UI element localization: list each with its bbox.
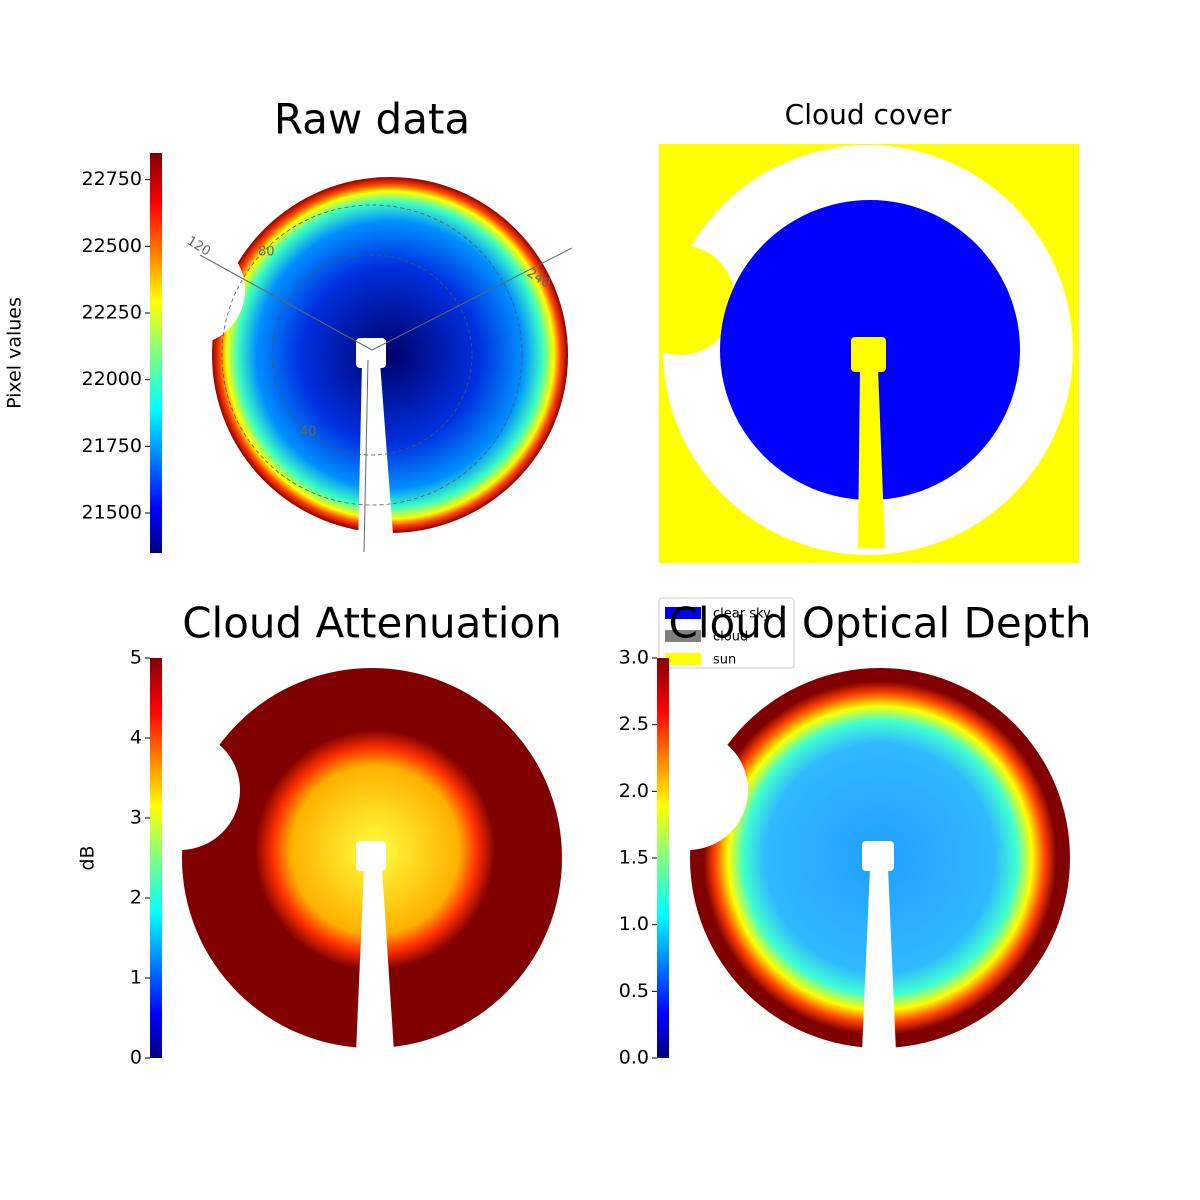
panel-title: Raw data [274,95,470,144]
colorbar-tick-label: 22500 [82,235,142,257]
colorbar-tick-label: 1.0 [619,913,649,935]
colorbar-tick-label: 0 [130,1047,142,1069]
panel-title: Cloud Attenuation [182,599,562,648]
legend-label: sun [713,653,736,668]
raw-image [135,177,573,553]
legend-label: cloud [713,630,748,645]
colorbar-tick-label: 0.0 [619,1047,649,1069]
colorbar-tick-label: 21750 [82,435,142,457]
panel-title: Cloud Optical Depth [669,599,1092,648]
polar-label: 80 [258,245,275,260]
colorbar-tick-label: 1.5 [619,847,649,869]
colorbar [150,658,162,1058]
legend-swatch [665,607,701,619]
colorbar-tick-label: 2 [130,887,142,909]
colorbar-label: Pixel values [4,297,26,409]
colorbar-tick-label: 21500 [82,502,142,524]
colorbar [657,658,669,1058]
colorbar-tick-label: 3.0 [619,647,649,669]
cloud-cover-image [659,144,1079,563]
legend-label: clear sky [713,607,771,622]
colorbar-tick-label: 1 [130,967,142,989]
legend-swatch [665,630,701,642]
colorbar [150,153,162,553]
colorbar-tick-label: 2.0 [619,780,649,802]
legend-swatch [665,653,701,665]
colorbar-tick-label: 22250 [82,302,142,324]
optical-depth-image [628,668,1070,1052]
colorbar-tick-label: 22750 [82,168,142,190]
polar-label: 40 [300,425,317,440]
colorbar-tick-label: 22000 [82,368,142,390]
colorbar-tick-label: 3 [130,807,142,829]
colorbar-tick-label: 2.5 [619,713,649,735]
colorbar-label: dB [77,845,99,870]
colorbar-tick-label: 4 [130,727,142,749]
attenuation-image [120,668,562,1052]
colorbar-tick-label: 5 [130,647,142,669]
colorbar-tick-label: 0.5 [619,980,649,1002]
panel-title: Cloud cover [785,98,952,131]
